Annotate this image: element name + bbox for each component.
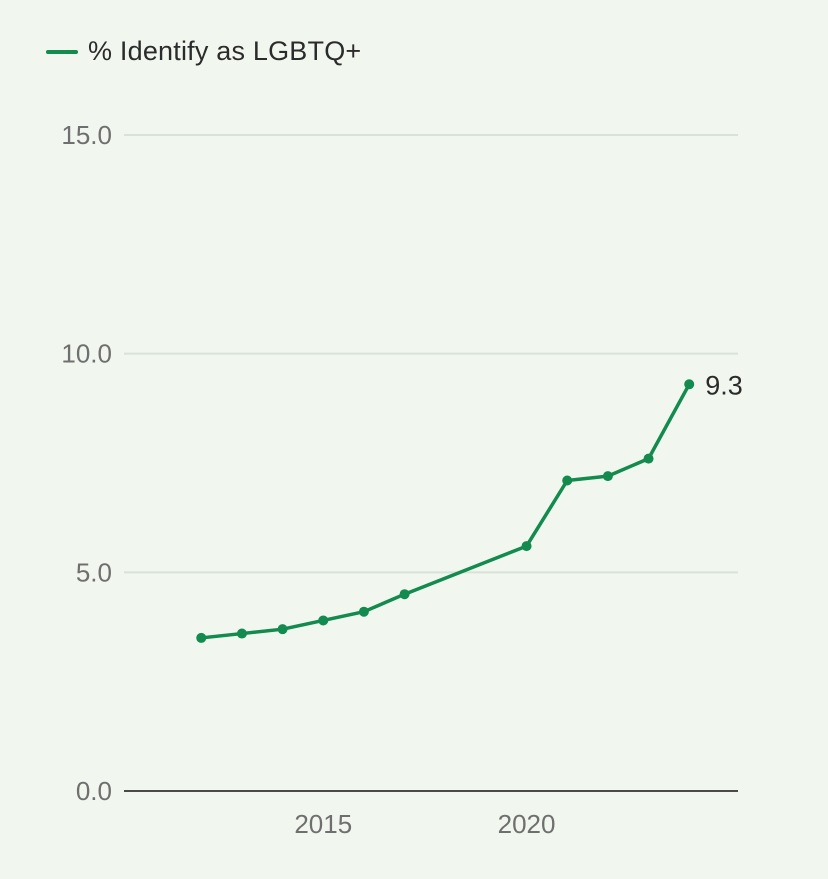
data-point-2012 [196,632,207,643]
data-point-2023 [643,453,654,464]
y-axis-ticks: 0.0 5.0 10.0 15.0 [61,120,112,806]
series-layer [196,379,695,643]
data-point-2016 [358,606,369,617]
data-point-2021 [562,475,573,486]
data-point-2014 [277,624,288,635]
y-tick-label-2: 10.0 [61,339,112,369]
data-point-2015 [318,615,329,626]
gridlines [124,134,738,574]
data-point-2024 [684,379,695,390]
legend: % Identify as LGBTQ+ [46,36,361,67]
y-tick-label-1: 5.0 [76,557,112,587]
x-tick-label-0: 2015 [294,809,352,839]
data-point-2020 [521,541,532,552]
data-point-2013 [236,628,247,639]
x-axis-ticks: 2015 2020 [294,809,555,839]
x-tick-label-1: 2020 [498,809,556,839]
data-label-0: 9.3 [705,370,743,400]
annotations: 9.3 [705,370,743,400]
y-tick-label-3: 15.0 [61,120,112,150]
y-tick-label-0: 0.0 [76,776,112,806]
data-point-2022 [602,471,613,482]
legend-line-swatch [46,49,78,54]
legend-entry-label: % Identify as LGBTQ+ [88,36,362,66]
series-line-0 [199,382,691,640]
data-point-2017 [399,589,410,600]
